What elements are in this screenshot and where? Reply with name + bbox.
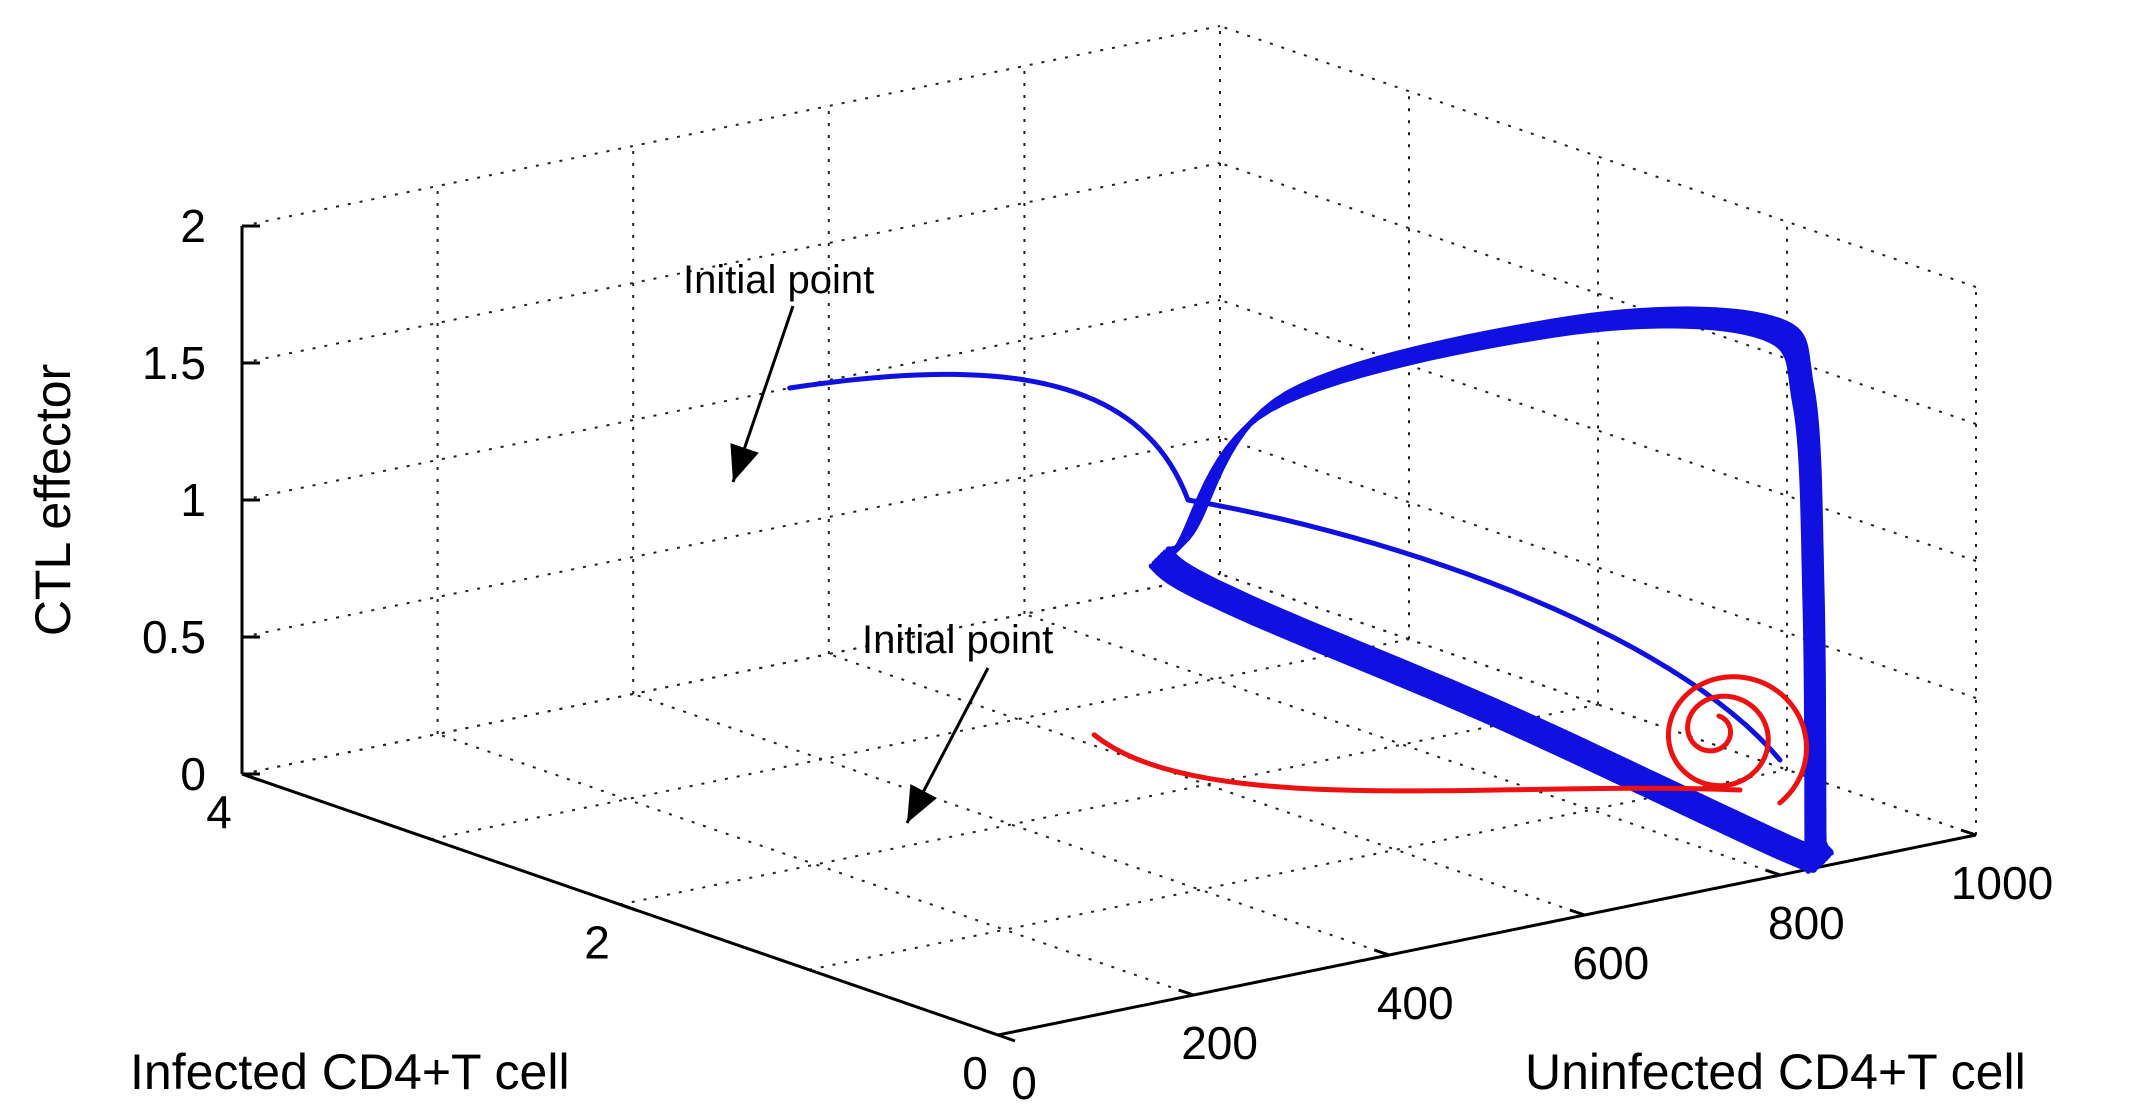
x-tick-mark: [1373, 948, 1390, 957]
back-wall-grid-line: [241, 299, 1221, 501]
annotation-arrow-head: [730, 443, 759, 482]
axes: [240, 224, 1977, 1043]
floor-grid-line: [437, 733, 1194, 996]
y-tick-mark: [997, 1033, 1016, 1043]
series-0-cycle-loop: [1165, 306, 1834, 857]
series-0-cycle-loop: [1156, 315, 1825, 866]
series-0-cycle-loop: [1160, 311, 1829, 862]
x-tick-mark: [1569, 908, 1586, 917]
x-tick-label: 200: [1181, 1017, 1258, 1069]
side-wall-grid-line: [1219, 299, 1977, 562]
series-1-spiral: [1665, 674, 1809, 806]
data-series: [787, 306, 1834, 874]
x-tick-label: 1000: [1951, 857, 2053, 909]
side-wall-grid-line: [1219, 573, 1977, 836]
x-tick-label: 800: [1768, 897, 1845, 949]
floor-grid-line: [619, 703, 1599, 906]
back-wall-grid-line: [241, 573, 1221, 775]
x-tick-mark: [1764, 868, 1781, 877]
side-wall-grid-line: [1219, 162, 1977, 425]
floor-grid-line: [632, 693, 1390, 956]
floor-grid-line: [241, 573, 1221, 775]
x-tick-label: 600: [1572, 937, 1649, 989]
series-1-transient: [1091, 732, 1743, 794]
x-tick-mark: [1178, 988, 1195, 997]
z-tick-label: 1: [180, 474, 206, 526]
z-tick-label: 2: [180, 200, 206, 252]
back-wall-grid-line: [241, 436, 1221, 638]
x-tick-mark: [982, 1028, 999, 1037]
x-tick-label: 0: [1011, 1057, 1037, 1109]
floor-grid-line: [828, 653, 1586, 916]
x-axis-label: Uninfected CD4+T cell: [1525, 1044, 2026, 1100]
x-tick-label: 400: [1377, 977, 1454, 1029]
y-axis-label: Infected CD4+T cell: [130, 1044, 570, 1100]
z-tick-label: 0: [180, 748, 206, 800]
z-axis-label: CTL effector: [25, 364, 81, 636]
series-0-transient: [787, 371, 1783, 763]
annotation-arrow-head: [907, 784, 937, 823]
series-0-cycle-loop: [1159, 312, 1828, 863]
y-tick-label: 4: [206, 786, 232, 838]
x-tick-mark: [1960, 828, 1977, 837]
annotation-initial-point-1: Initial point: [862, 618, 1053, 662]
z-tick-label: 0.5: [142, 611, 206, 663]
grid-lines: [241, 25, 1977, 1036]
y-tick-label: 0: [962, 1047, 988, 1099]
floor-grid-line: [1024, 613, 1781, 876]
y-tick-label: 2: [584, 917, 610, 969]
annotations: Initial point Initial point: [683, 258, 1053, 824]
side-wall-grid-line: [1219, 25, 1977, 288]
z-tick-label: 1.5: [142, 337, 206, 389]
side-wall-grid-line: [1219, 436, 1977, 699]
back-wall-grid-line: [241, 25, 1221, 227]
annotation-initial-point-0: Initial point: [683, 258, 874, 302]
y-tick-mark: [619, 903, 638, 912]
series-0-cycle-loop: [1157, 314, 1826, 865]
